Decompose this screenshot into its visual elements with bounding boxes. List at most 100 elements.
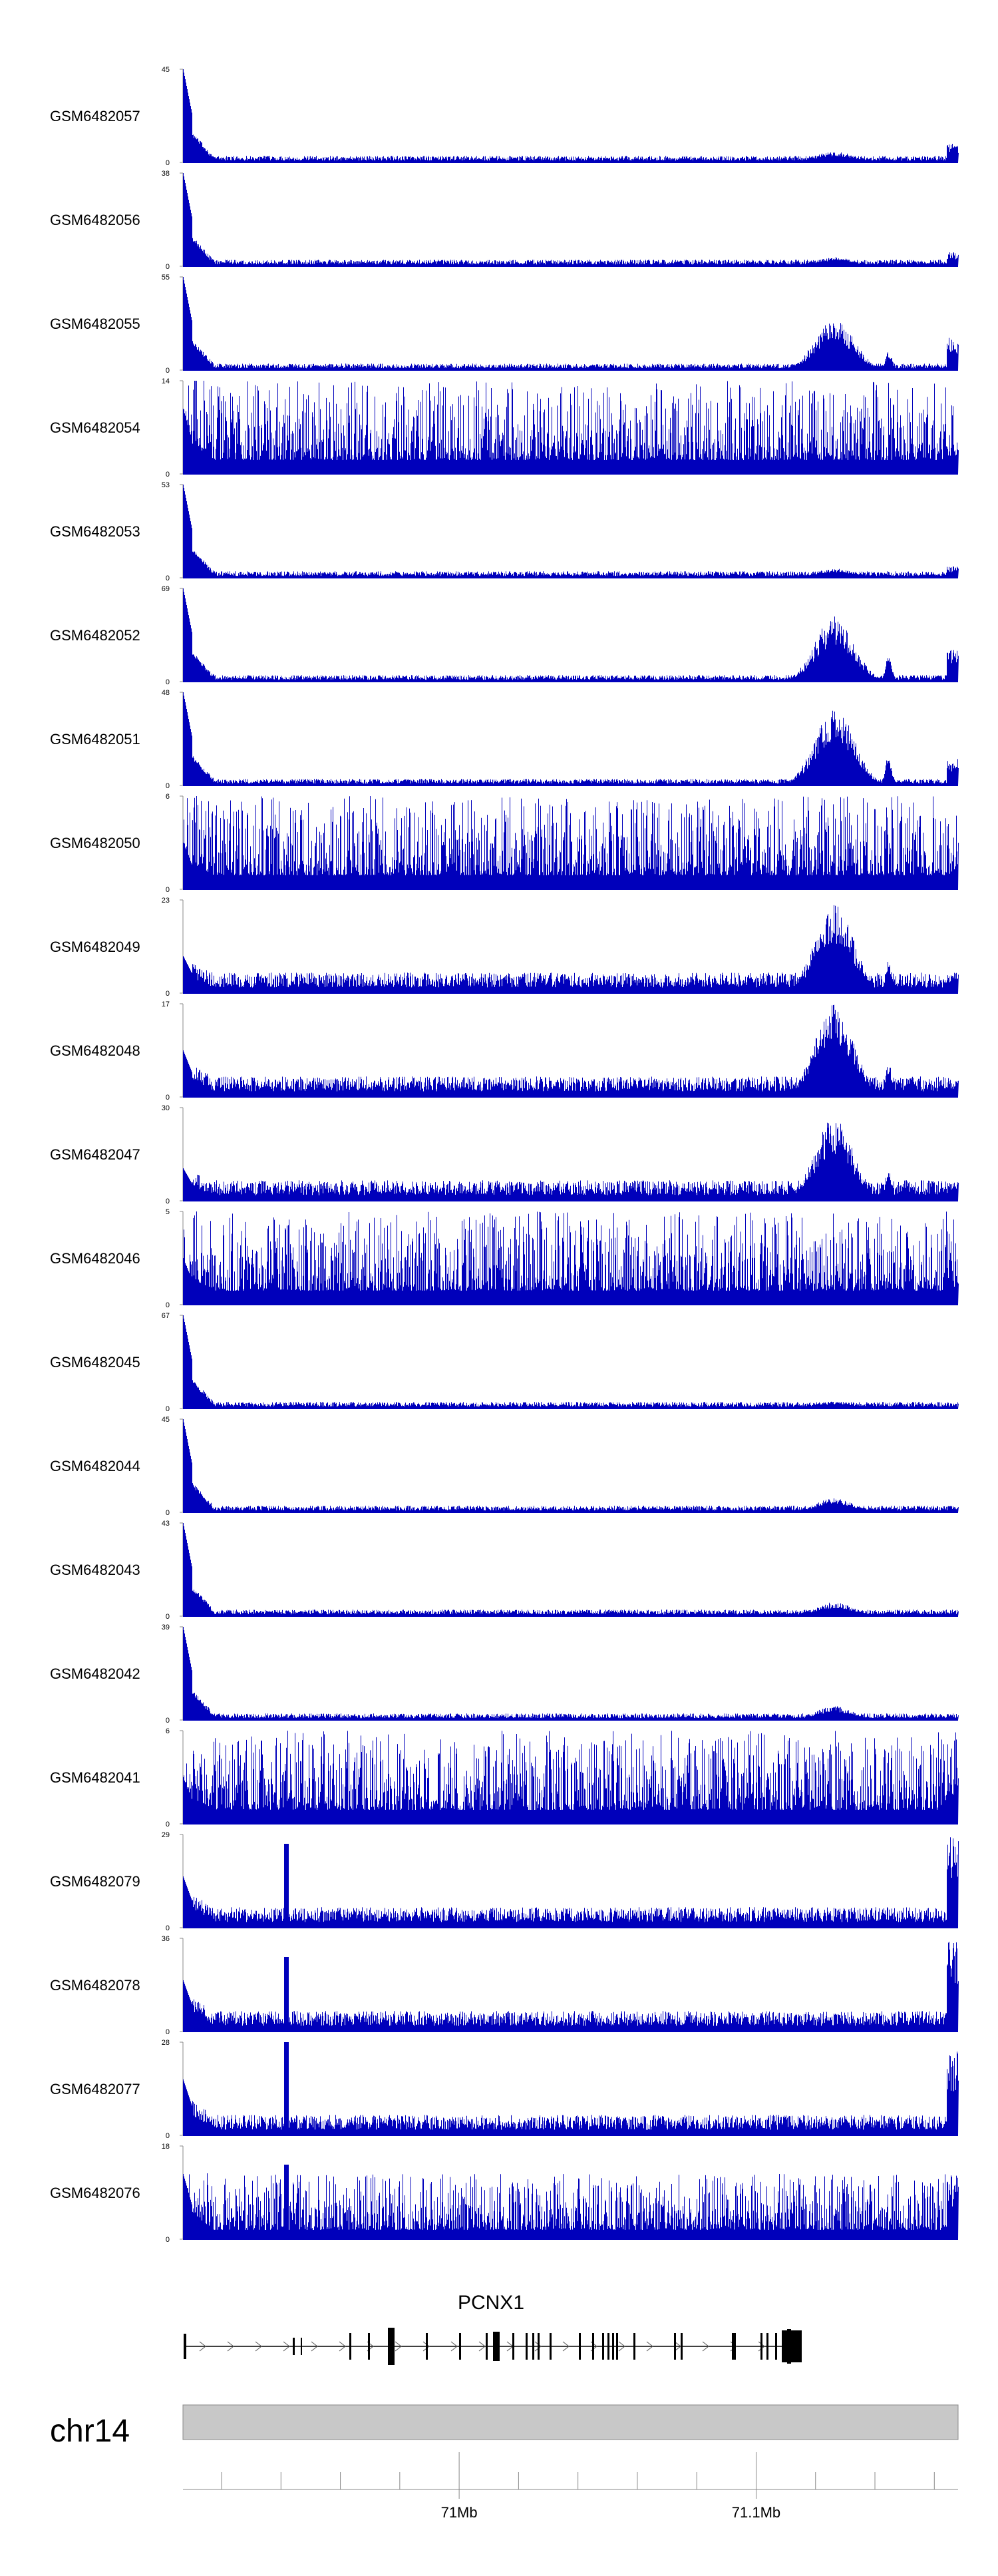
strand-arrow: [618, 2341, 625, 2352]
track-GSM6482079: GSM6482079 29 0: [50, 1831, 959, 1932]
track-label: GSM6482076: [50, 2185, 140, 2201]
y-max-label: 28: [162, 2039, 170, 2047]
exon: [493, 2332, 500, 2361]
y-min-label: 0: [166, 782, 170, 790]
y-max-label: 45: [162, 66, 170, 74]
signal-area: [183, 1731, 959, 1824]
signal-area: [183, 1419, 959, 1512]
y-max-label: 45: [162, 1416, 170, 1424]
exon: [782, 2330, 802, 2362]
gene-track: PCNX1: [184, 2292, 802, 2365]
y-max-label: 55: [162, 274, 170, 282]
y-min-label: 0: [166, 2028, 170, 2036]
signal-area: [183, 485, 959, 578]
strand-arrow: [311, 2341, 318, 2352]
x-axis: 71Mb 71.1Mb: [183, 2452, 958, 2521]
track-label: GSM6482053: [50, 523, 140, 540]
exon: [532, 2333, 534, 2360]
strand-arrow: [199, 2341, 206, 2352]
exon: [612, 2333, 614, 2360]
strand-arrow: [283, 2341, 290, 2352]
signal-area: [183, 692, 959, 785]
track-GSM6482057: GSM6482057 45 0: [50, 66, 959, 167]
strand-arrow: [646, 2341, 653, 2352]
exon: [512, 2333, 514, 2360]
exon: [681, 2333, 683, 2360]
y-max-label: 6: [166, 1727, 170, 1735]
track-GSM6482078: GSM6482078 36 0: [50, 1935, 959, 2036]
track-label: GSM6482079: [50, 1873, 140, 1890]
track-label: GSM6482078: [50, 1977, 140, 1994]
y-min-label: 0: [166, 886, 170, 894]
y-max-label: 53: [162, 481, 170, 489]
track-label: GSM6482050: [50, 835, 140, 851]
exon: [766, 2333, 768, 2360]
track-GSM6482044: GSM6482044 45 0: [50, 1416, 959, 1517]
exon: [293, 2338, 295, 2355]
signal-area: [183, 588, 959, 682]
exon: [732, 2333, 736, 2360]
y-min-label: 0: [166, 1613, 170, 1621]
track-GSM6482051: GSM6482051 48 0: [50, 689, 959, 790]
signal-area: [183, 1004, 959, 1097]
exon: [633, 2333, 635, 2360]
strand-arrow: [227, 2341, 234, 2352]
track-GSM6482077: GSM6482077 28 0: [50, 2039, 959, 2140]
y-max-label: 23: [162, 897, 170, 905]
track-GSM6482052: GSM6482052 69 0: [50, 585, 959, 686]
x-tick-label: 71Mb: [441, 2504, 478, 2521]
signal-area: [183, 796, 959, 889]
y-min-label: 0: [166, 1094, 170, 1102]
exon: [550, 2333, 552, 2360]
track-label: GSM6482055: [50, 316, 140, 332]
signal-area: [183, 69, 959, 162]
y-max-label: 6: [166, 793, 170, 801]
track-GSM6482048: GSM6482048 17 0: [50, 1000, 959, 1102]
strand-arrow: [534, 2341, 542, 2352]
exon: [349, 2333, 351, 2360]
y-max-label: 39: [162, 1623, 170, 1631]
y-min-label: 0: [166, 263, 170, 271]
strand-arrow: [255, 2341, 262, 2352]
y-min-label: 0: [166, 1197, 170, 1205]
y-min-label: 0: [166, 2132, 170, 2140]
signal-area: [183, 2165, 959, 2239]
exon: [616, 2333, 618, 2360]
y-min-label: 0: [166, 1405, 170, 1413]
exon: [301, 2338, 302, 2355]
track-label: GSM6482047: [50, 1146, 140, 1163]
y-max-label: 30: [162, 1104, 170, 1112]
y-max-label: 17: [162, 1000, 170, 1008]
y-min-label: 0: [166, 1509, 170, 1517]
signal-area: [183, 1837, 959, 1928]
y-min-label: 0: [166, 1717, 170, 1725]
track-label: GSM6482054: [50, 419, 140, 436]
y-max-label: 29: [162, 1831, 170, 1839]
y-min-label: 0: [166, 367, 170, 375]
chromosome-band: [182, 2404, 959, 2440]
track-GSM6482055: GSM6482055 55 0: [50, 274, 959, 375]
signal-area: [183, 173, 959, 266]
track-label: GSM6482052: [50, 627, 140, 644]
y-max-label: 43: [162, 1520, 170, 1528]
signal-area: [183, 905, 959, 993]
signal-area: [183, 1627, 959, 1720]
signal-area: [183, 1315, 959, 1408]
track-GSM6482042: GSM6482042 39 0: [50, 1623, 959, 1725]
y-min-label: 0: [166, 1301, 170, 1309]
y-min-label: 0: [166, 471, 170, 479]
signal-area: [183, 381, 959, 474]
chromosome-ideogram: chr14: [50, 2404, 959, 2449]
strand-arrow: [702, 2341, 709, 2352]
y-min-label: 0: [166, 574, 170, 582]
y-min-label: 0: [166, 2236, 170, 2244]
y-max-label: 14: [162, 377, 170, 385]
track-label: GSM6482056: [50, 212, 140, 228]
exon: [579, 2333, 581, 2360]
strand-arrow: [422, 2341, 430, 2352]
x-tick-label: 71.1Mb: [732, 2504, 780, 2521]
track-GSM6482047: GSM6482047 30 0: [50, 1104, 959, 1205]
gene-label: PCNX1: [458, 2292, 524, 2314]
y-max-label: 38: [162, 170, 170, 178]
